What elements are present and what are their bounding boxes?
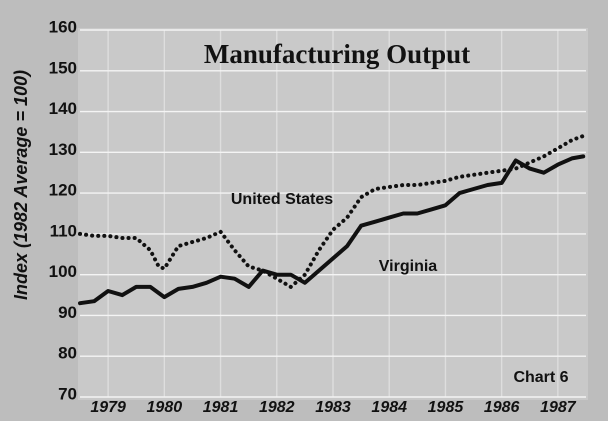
y-tick-label: 130 [49,140,77,159]
series-line [78,134,586,289]
x-tick-label: 1979 [90,399,126,416]
y-tick-label: 70 [58,384,77,403]
y-axis-label: Index (1982 Average = 100) [11,70,31,300]
annotation: Virginia [379,258,437,275]
series-line [78,154,586,306]
y-tick-label: 80 [58,344,77,363]
x-tick-label: 1986 [484,399,520,416]
x-tick-label: 1981 [203,399,239,416]
y-tick-label: 90 [58,303,77,322]
y-tick-label: 120 [49,181,77,200]
y-tick-label: 160 [49,17,77,36]
grid [80,29,586,398]
annotation: Chart 6 [513,369,568,386]
chart-title: Manufacturing Output [204,39,470,69]
y-tick-label: 140 [49,99,77,118]
y-tick-label: 110 [50,221,77,240]
x-tick-label: 1980 [147,399,183,416]
annotation: United States [231,191,333,208]
x-tick-label: 1985 [428,399,465,416]
x-tick-label: 1984 [371,399,407,416]
x-tick-label: 1987 [540,399,577,416]
y-tick-label: 100 [49,262,77,281]
x-tick-label: 1983 [315,399,351,416]
x-tick-label: 1982 [259,399,295,416]
y-tick-label: 150 [49,58,77,77]
